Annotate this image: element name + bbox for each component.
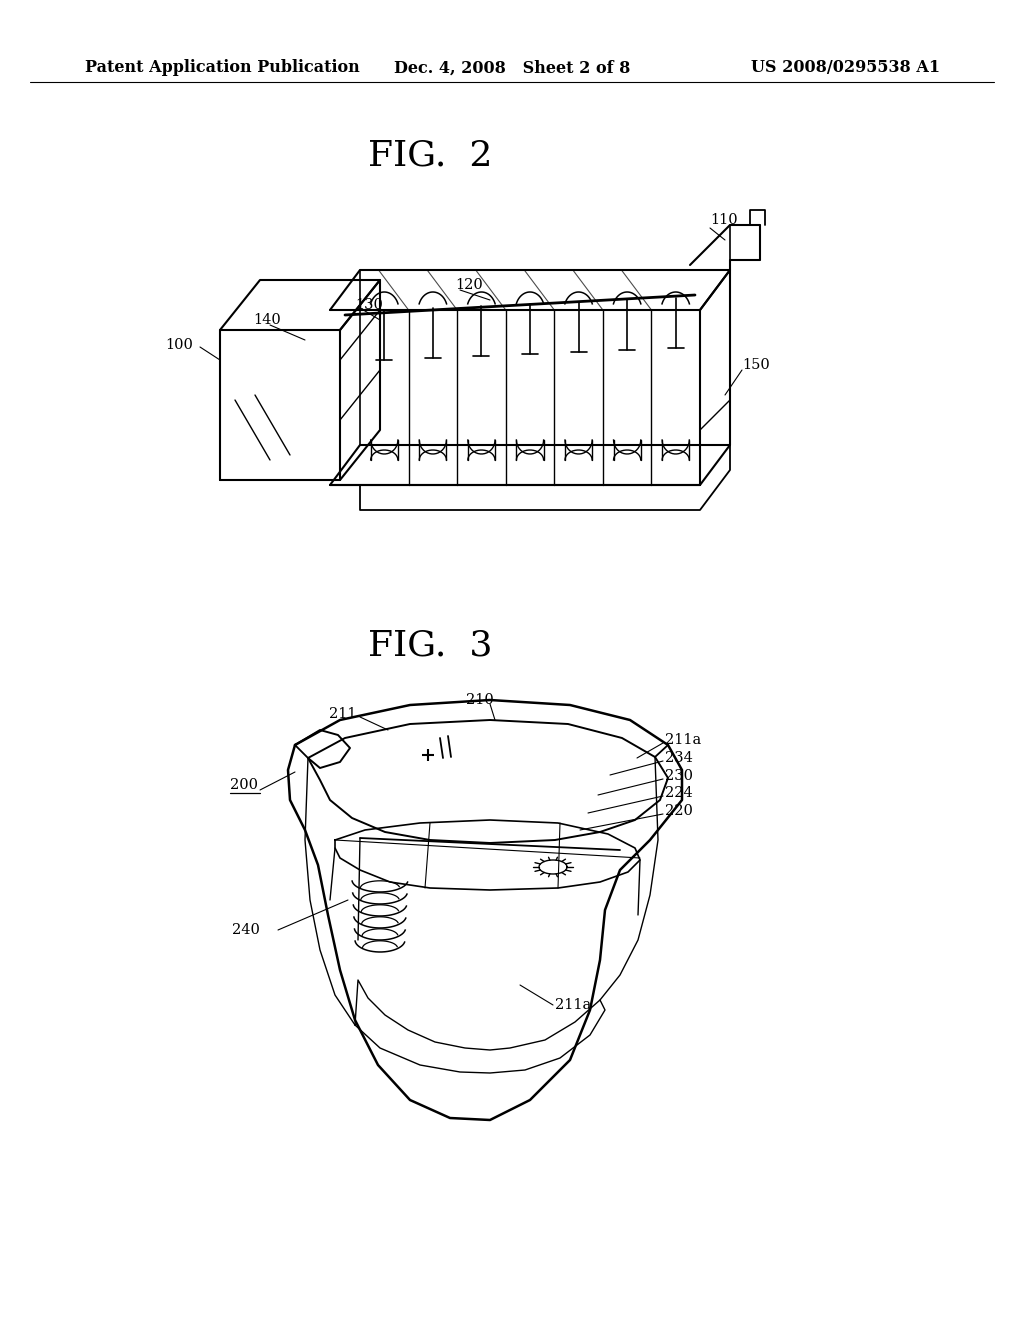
Text: 211a: 211a bbox=[665, 733, 701, 747]
Text: US 2008/0295538 A1: US 2008/0295538 A1 bbox=[751, 59, 940, 77]
Text: 211a: 211a bbox=[555, 998, 591, 1012]
Text: Patent Application Publication: Patent Application Publication bbox=[85, 59, 359, 77]
Text: 211: 211 bbox=[330, 708, 356, 721]
Text: 120: 120 bbox=[455, 279, 482, 292]
Text: 230: 230 bbox=[665, 770, 693, 783]
Text: 234: 234 bbox=[665, 751, 693, 766]
Text: 100: 100 bbox=[165, 338, 193, 352]
Text: 130: 130 bbox=[355, 298, 383, 312]
Text: 200: 200 bbox=[230, 777, 258, 792]
Text: Dec. 4, 2008   Sheet 2 of 8: Dec. 4, 2008 Sheet 2 of 8 bbox=[394, 59, 630, 77]
Text: 110: 110 bbox=[710, 213, 737, 227]
Text: 140: 140 bbox=[253, 313, 281, 327]
Text: FIG.  2: FIG. 2 bbox=[368, 139, 493, 172]
Text: 210: 210 bbox=[466, 693, 494, 708]
Text: FIG.  3: FIG. 3 bbox=[368, 628, 493, 663]
Text: 220: 220 bbox=[665, 804, 693, 818]
Text: 224: 224 bbox=[665, 785, 693, 800]
Text: 240: 240 bbox=[232, 923, 260, 937]
Text: 150: 150 bbox=[742, 358, 770, 372]
